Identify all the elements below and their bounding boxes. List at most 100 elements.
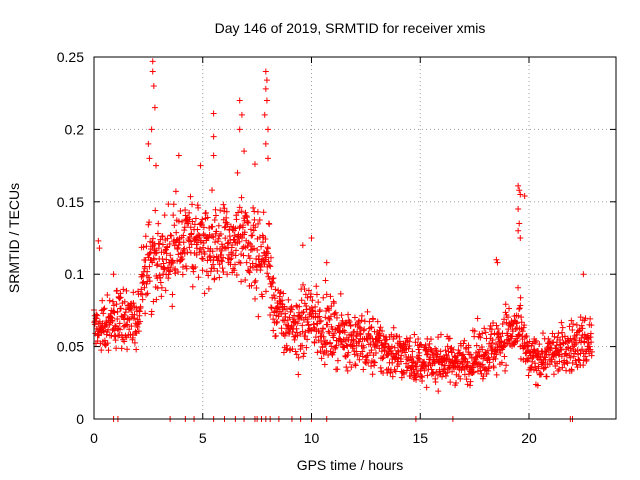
data-point [576, 325, 583, 332]
data-point [241, 229, 248, 236]
data-point [198, 255, 205, 262]
data-point [587, 330, 594, 337]
data-point [237, 223, 244, 230]
data-point [170, 212, 177, 219]
data-point [138, 286, 145, 293]
data-point [104, 291, 111, 298]
data-point [102, 323, 109, 330]
data-point [315, 327, 322, 334]
data-point [345, 311, 352, 318]
data-point [360, 344, 367, 351]
data-point [442, 347, 449, 354]
data-point [371, 359, 378, 366]
data-point [99, 297, 106, 304]
data-point [168, 232, 175, 239]
data-point [251, 279, 258, 286]
data-point [120, 286, 127, 293]
data-point [233, 216, 240, 223]
data-point [106, 297, 113, 304]
data-point [116, 295, 123, 302]
data-point [412, 363, 419, 370]
data-point [520, 324, 527, 331]
data-point [515, 182, 522, 189]
data-point [189, 283, 196, 290]
data-point [110, 302, 117, 309]
data-point [202, 209, 209, 216]
data-point [460, 340, 467, 347]
data-point [130, 300, 137, 307]
data-point [396, 333, 403, 340]
data-point [320, 294, 327, 301]
data-point [214, 268, 221, 275]
data-point [321, 361, 328, 368]
data-point [164, 235, 171, 242]
data-point [421, 358, 428, 365]
data-point [159, 241, 166, 248]
data-point [242, 276, 249, 283]
data-point [539, 360, 546, 367]
data-point [186, 209, 193, 216]
data-point [524, 343, 531, 350]
data-point [154, 230, 161, 237]
data-point [248, 282, 255, 289]
data-point [361, 326, 368, 333]
data-point [512, 326, 519, 333]
data-point [432, 378, 439, 385]
data-point [477, 367, 484, 374]
data-point [569, 327, 576, 334]
data-point [210, 254, 217, 261]
data-point [125, 315, 132, 322]
data-point [111, 309, 118, 316]
data-point [121, 312, 128, 319]
data-point [573, 321, 580, 328]
data-point [303, 344, 310, 351]
data-point [141, 284, 148, 291]
data-point [233, 271, 240, 278]
data-point [348, 364, 355, 371]
data-point [133, 304, 140, 311]
data-point [293, 325, 300, 332]
data-point [356, 330, 363, 337]
data-point [327, 339, 334, 346]
data-point [128, 323, 135, 330]
data-point [388, 343, 395, 350]
data-point [209, 187, 216, 194]
data-point [581, 331, 588, 338]
data-point [305, 287, 312, 294]
data-point [265, 126, 271, 133]
data-point [524, 357, 531, 364]
data-point [363, 335, 370, 342]
x-tick-label: 5 [199, 430, 207, 446]
data-point [289, 346, 296, 353]
data-point [287, 305, 294, 312]
data-point [169, 259, 176, 266]
data-point [517, 235, 524, 241]
y-tick-label: 0 [76, 411, 84, 427]
data-point [320, 325, 327, 332]
data-point [247, 263, 254, 270]
data-point [351, 314, 358, 321]
data-point [509, 333, 516, 340]
data-point [355, 317, 362, 324]
data-point [580, 271, 587, 278]
data-point [110, 271, 117, 278]
data-point [142, 310, 149, 317]
data-point [254, 247, 261, 254]
data-point [118, 345, 125, 352]
data-point [494, 259, 501, 266]
data-point [193, 251, 200, 258]
data-point [224, 271, 231, 278]
data-point [213, 228, 220, 235]
data-point [502, 367, 509, 374]
data-point [292, 348, 299, 355]
data-point [221, 205, 228, 212]
data-point [399, 369, 406, 376]
data-point [468, 355, 475, 362]
data-point [212, 212, 219, 219]
data-point [314, 314, 321, 321]
data-point [328, 350, 335, 357]
data-point [209, 248, 216, 255]
data-point [199, 267, 206, 274]
data-point [518, 314, 525, 321]
data-point [229, 251, 236, 258]
